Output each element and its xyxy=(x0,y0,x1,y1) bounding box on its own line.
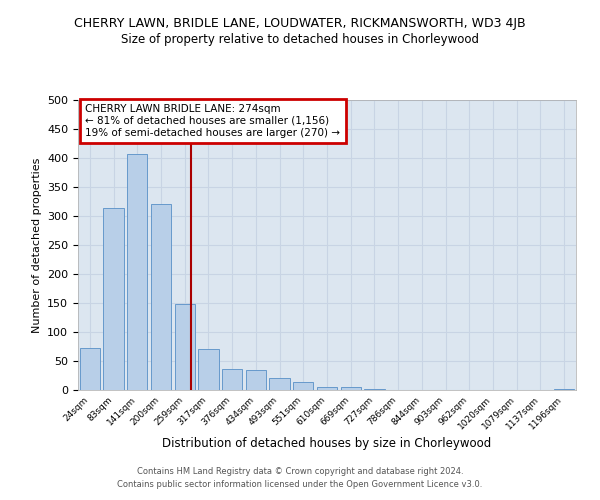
Text: CHERRY LAWN, BRIDLE LANE, LOUDWATER, RICKMANSWORTH, WD3 4JB: CHERRY LAWN, BRIDLE LANE, LOUDWATER, RIC… xyxy=(74,18,526,30)
Text: Contains public sector information licensed under the Open Government Licence v3: Contains public sector information licen… xyxy=(118,480,482,489)
Bar xyxy=(317,386,337,390)
Bar xyxy=(80,348,100,390)
Bar xyxy=(341,387,361,390)
Y-axis label: Number of detached properties: Number of detached properties xyxy=(32,158,41,332)
Bar xyxy=(246,370,266,390)
Bar xyxy=(269,378,290,390)
Bar xyxy=(222,368,242,390)
Text: Contains HM Land Registry data © Crown copyright and database right 2024.: Contains HM Land Registry data © Crown c… xyxy=(137,467,463,476)
X-axis label: Distribution of detached houses by size in Chorleywood: Distribution of detached houses by size … xyxy=(163,436,491,450)
Text: Size of property relative to detached houses in Chorleywood: Size of property relative to detached ho… xyxy=(121,32,479,46)
Bar xyxy=(151,204,171,390)
Bar xyxy=(103,208,124,390)
Bar xyxy=(127,154,148,390)
Bar xyxy=(175,304,195,390)
Bar xyxy=(199,350,218,390)
Bar xyxy=(554,389,574,390)
Text: CHERRY LAWN BRIDLE LANE: 274sqm
← 81% of detached houses are smaller (1,156)
19%: CHERRY LAWN BRIDLE LANE: 274sqm ← 81% of… xyxy=(85,104,340,138)
Bar xyxy=(293,382,313,390)
